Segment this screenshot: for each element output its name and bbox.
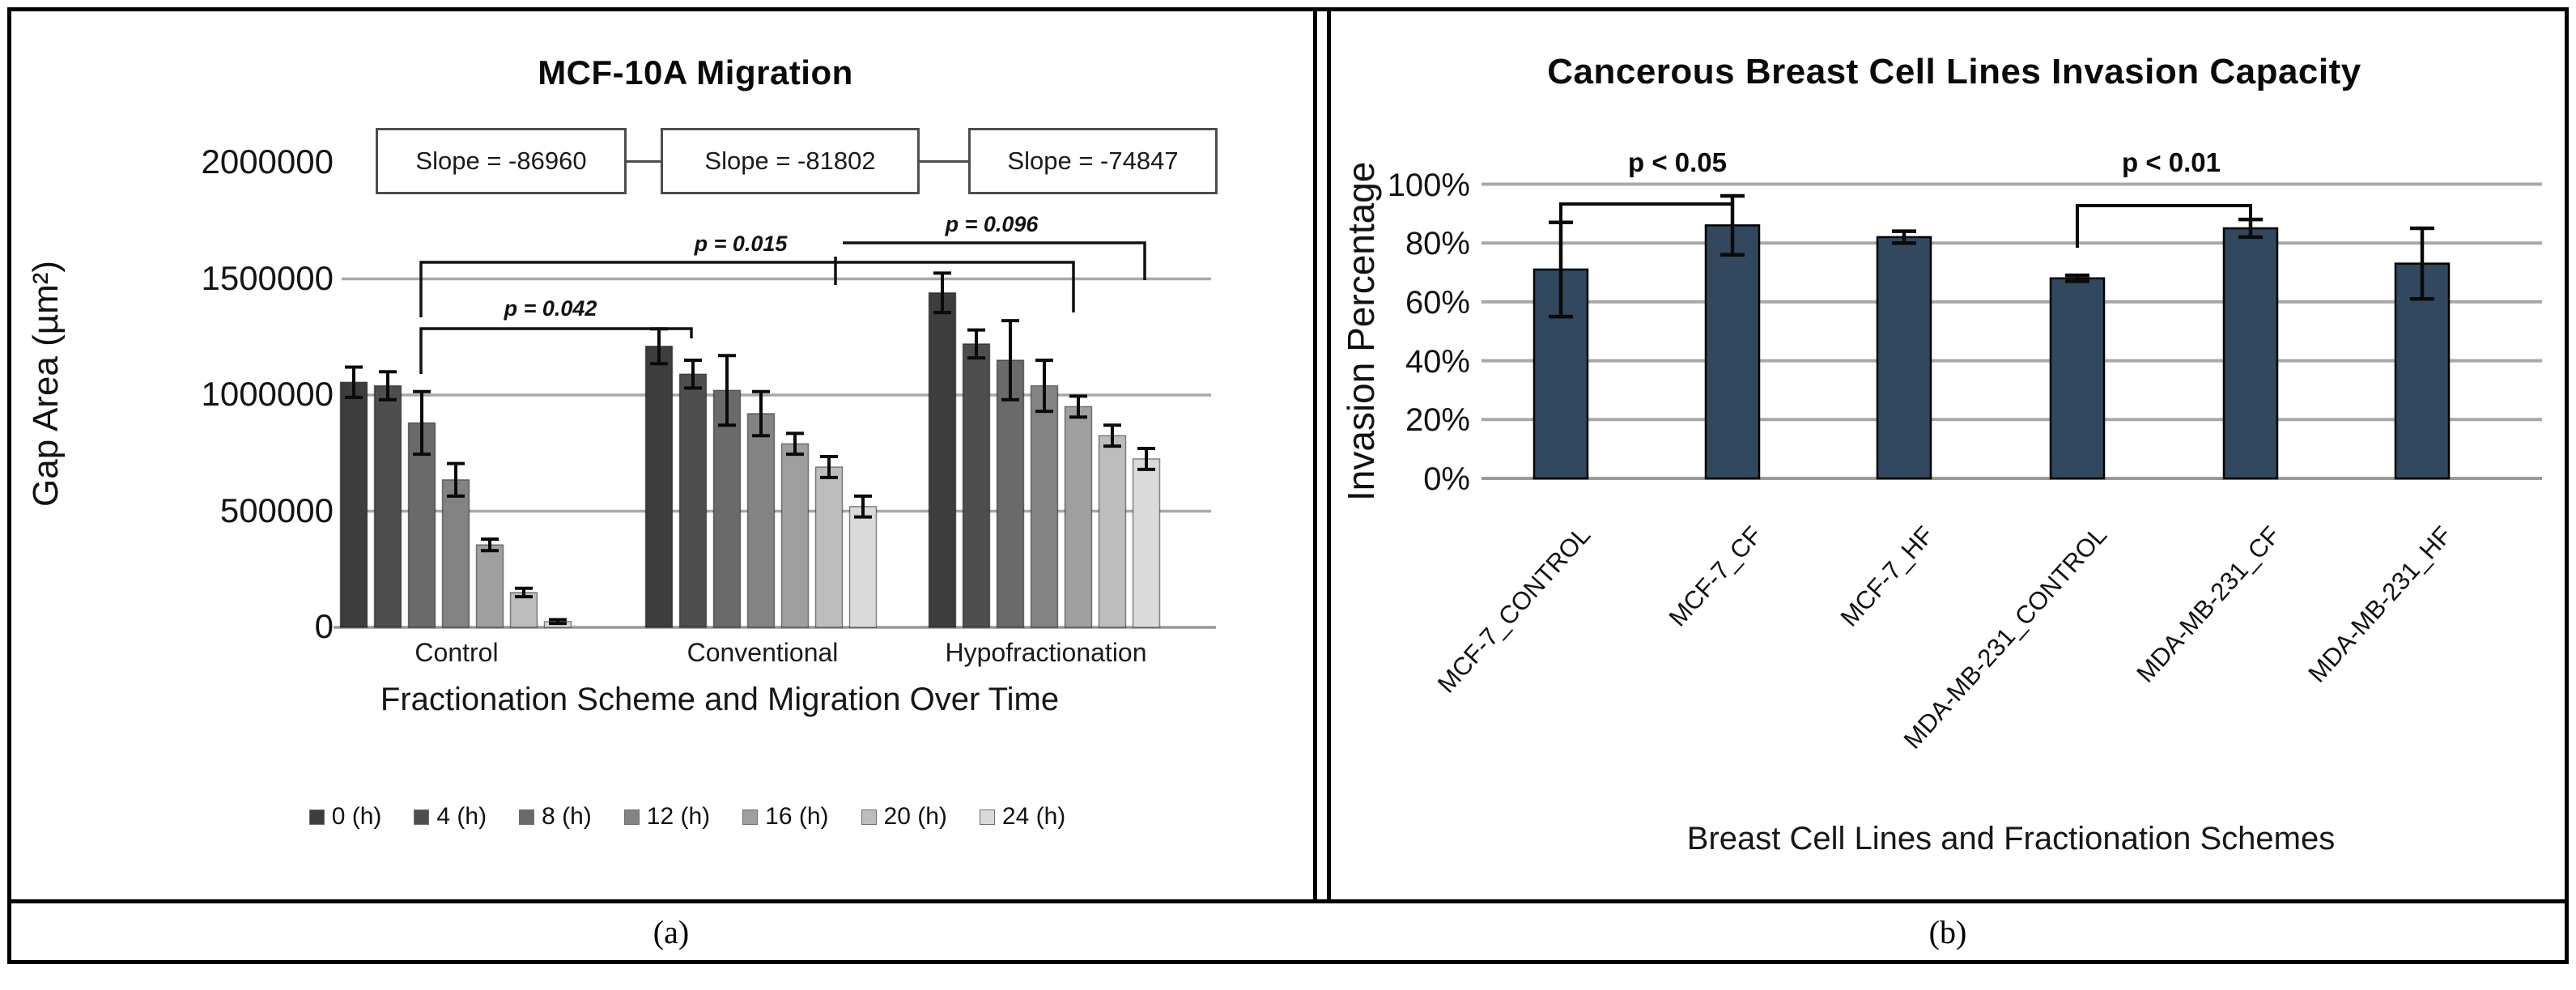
significance-bracket — [419, 327, 693, 374]
bar — [1064, 406, 1093, 628]
legend-swatch — [979, 809, 995, 825]
legend-item: 20 (h) — [861, 803, 947, 831]
panel-a-legend: 0 (h) 4 (h) 8 (h) 12 (h) 16 (h) 20 (h) 24 (h) — [149, 803, 1226, 831]
y-tick-label: 60% — [1405, 284, 1470, 321]
legend-item: 16 (h) — [742, 803, 829, 831]
panel-divider — [1313, 11, 1331, 899]
caption-band: (a) (b) — [11, 899, 2565, 960]
bar — [644, 345, 674, 628]
legend-label: 16 (h) — [765, 803, 829, 830]
panel-b-x-axis-title: Breast Cell Lines and Fractionation Sche… — [1686, 821, 2336, 856]
legend-swatch — [308, 809, 325, 825]
panel-b-invasion-chart: MCF-7_CONTROL MCF-7_CF MCF-7_HF MDA-MB-231_… — [1331, 11, 2565, 899]
panel-b-y-axis-title: Invasion Percentage — [1340, 161, 1382, 501]
figure-frame: MCF-10A Migration 0 500000 1000000 1500000 2… — [7, 7, 2569, 964]
y-tick-label: 2000000 — [201, 142, 334, 181]
p-value-label: p < 0.05 — [1574, 147, 1781, 178]
y-tick-label: 0 — [314, 607, 334, 645]
bar — [848, 506, 878, 628]
bar — [1704, 224, 1761, 480]
p-value-label: p = 0.096 — [890, 212, 1094, 237]
legend-item: 24 (h) — [979, 803, 1066, 831]
bar — [928, 291, 957, 628]
x-tick-label: MCF-7_CONTROL — [1432, 520, 1596, 698]
bar — [373, 385, 402, 628]
legend-item: 0 (h) — [308, 803, 382, 831]
legend-label: 24 (h) — [1001, 803, 1066, 830]
panel-a-migration-chart: MCF-10A Migration 0 500000 1000000 1500000 2… — [11, 11, 1313, 899]
slope-box: Slope = -74847 — [968, 128, 1218, 194]
bar — [475, 544, 504, 628]
bar — [2049, 277, 2106, 480]
x-tick-label: MDA-MB-231_CF — [2131, 520, 2285, 687]
significance-bracket — [419, 261, 1075, 317]
bar — [780, 443, 810, 628]
p-value-label: p < 0.01 — [2068, 147, 2275, 178]
caption-b: (b) — [1928, 913, 1967, 950]
p-value-label: p = 0.042 — [448, 296, 653, 321]
y-tick-label: 40% — [1405, 343, 1470, 380]
significance-bracket — [834, 241, 1146, 285]
x-tick-label: MCF-7_CF — [1664, 520, 1768, 631]
panel-b-plot-canvas: MCF-7_CONTROL MCF-7_CF MCF-7_HFMDA-MB-231_… — [1432, 182, 2542, 754]
legend-label: 8 (h) — [542, 803, 592, 830]
legend-label: 20 (h) — [883, 803, 947, 830]
significance-bracket — [2076, 204, 2252, 248]
x-group-label: Hypofractionation — [945, 638, 1147, 667]
panel-a-y-axis-title: Gap Area (µm²) — [26, 260, 66, 508]
bar — [339, 381, 368, 628]
y-tick-label: 20% — [1405, 402, 1470, 439]
y-tick-label: 1000000 — [201, 375, 334, 413]
legend-label: 12 (h) — [646, 803, 711, 830]
bar — [1132, 458, 1161, 628]
legend-item: 4 (h) — [414, 803, 487, 831]
bar — [746, 413, 776, 628]
panel-b-title: Cancerous Breast Cell Lines Invasion Cap… — [1547, 52, 2361, 91]
y-tick-label: 100% — [1387, 167, 1470, 203]
y-tick-label: 0% — [1423, 461, 1470, 497]
bar — [712, 389, 742, 628]
slope-box: Slope = -86960 — [376, 128, 627, 194]
bar — [1876, 236, 1932, 480]
y-tick-label: 1500000 — [201, 258, 334, 297]
bar — [1030, 385, 1059, 628]
legend-swatch — [414, 809, 430, 825]
slope-box: Slope = -81802 — [661, 128, 920, 194]
legend-item: 8 (h) — [519, 803, 592, 831]
slope-box-connector — [920, 160, 968, 163]
legend-item: 12 (h) — [623, 803, 711, 831]
legend-label: 0 (h) — [331, 803, 382, 830]
legend-swatch — [623, 809, 640, 825]
legend-swatch — [519, 809, 535, 825]
legend-swatch — [742, 809, 759, 825]
x-tick-label: MDA-MB-231_HF — [2302, 520, 2457, 687]
caption-a: (a) — [653, 913, 690, 950]
panel-a-plot-canvas — [334, 241, 1216, 629]
bar — [1098, 435, 1127, 628]
bar — [2222, 227, 2279, 480]
bar — [814, 466, 844, 628]
x-group-label: Control — [414, 638, 499, 667]
bar — [441, 479, 470, 628]
bar — [996, 359, 1025, 628]
x-tick-label: MDA-MB-231_CONTROL — [1898, 520, 2113, 754]
bar — [509, 592, 538, 628]
y-tick-label: 500000 — [219, 491, 334, 529]
bar — [678, 373, 708, 628]
p-value-label: p = 0.015 — [639, 232, 843, 257]
panel-a-title: MCF-10A Migration — [538, 53, 853, 91]
significance-bracket — [1559, 202, 1734, 246]
x-tick-label: MCF-7_HF — [1835, 520, 1940, 631]
panels-row: MCF-10A Migration 0 500000 1000000 1500000 2… — [11, 11, 2565, 899]
panel-a-x-axis-title: Fractionation Scheme and Migration Over … — [380, 682, 1060, 717]
x-group-label: Conventional — [687, 638, 839, 667]
bar — [407, 422, 436, 628]
legend-swatch — [861, 809, 877, 825]
legend-label: 4 (h) — [436, 803, 487, 830]
y-tick-label: 80% — [1405, 226, 1470, 262]
bar — [962, 343, 991, 628]
slope-box-connector — [627, 160, 661, 163]
